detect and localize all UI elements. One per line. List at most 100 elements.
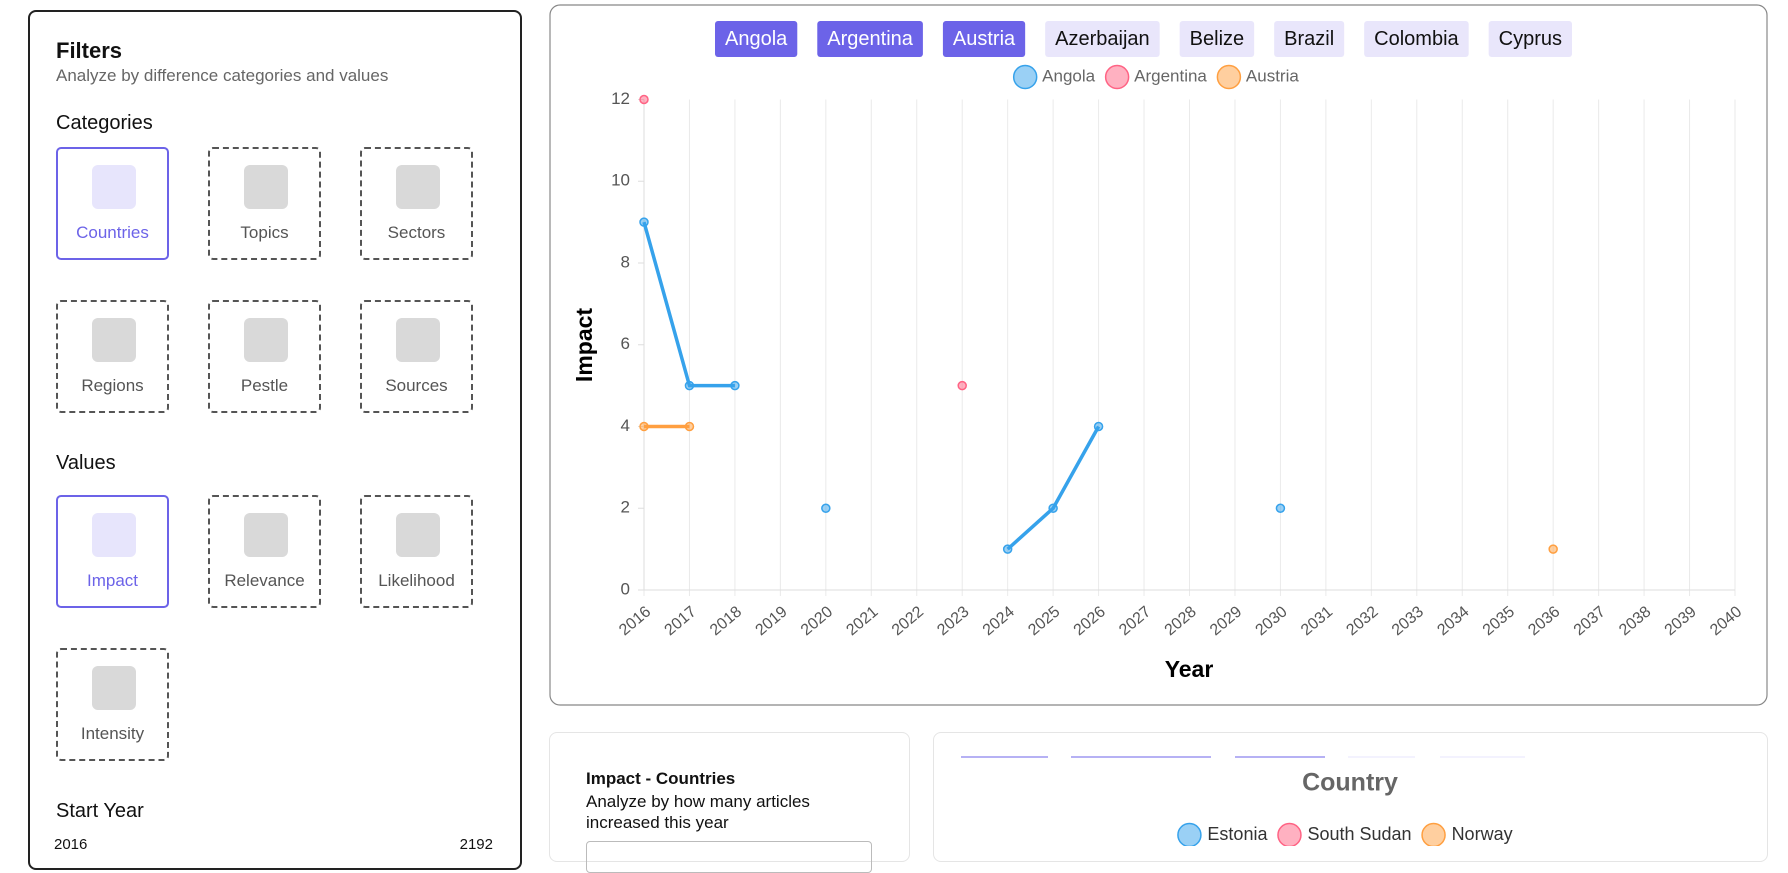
toggle-button[interactable]: Austria — [942, 21, 1026, 57]
data-point — [821, 503, 831, 513]
toggle-bg — [1488, 21, 1573, 57]
filter-tile[interactable]: Countries — [56, 147, 169, 260]
toggle-label: Angola — [725, 28, 788, 50]
tile-label: Intensity — [80, 724, 145, 743]
toggle-bg — [1179, 21, 1255, 57]
data-point — [684, 421, 695, 432]
toggle-label: Belize — [1190, 28, 1244, 50]
filter-tile[interactable]: Regions — [56, 300, 169, 413]
legend-swatch — [1421, 822, 1446, 846]
x-tick-label: 2039 — [1662, 603, 1700, 639]
card-subtitle: Analyze by how many articles increased t… — [586, 792, 810, 832]
legend-label: Estonia — [1207, 824, 1268, 844]
x-axis-title: Year — [1165, 656, 1214, 682]
toggle-button[interactable]: Azerbaijan — [1045, 21, 1160, 57]
toggle-button[interactable]: Brazil — [1274, 21, 1345, 57]
x-tick-label: 2017 — [662, 603, 700, 639]
x-tick-label: 2026 — [1071, 603, 1109, 639]
filter-tile[interactable]: Pestle — [208, 300, 321, 413]
tile-label: Pestle — [240, 376, 289, 395]
data-point — [1002, 544, 1013, 554]
impact-card: Impact - Countries Analyze by how many a… — [549, 732, 910, 873]
card-title: Impact - Countries — [586, 769, 736, 788]
x-tick-label: 2016 — [616, 603, 654, 639]
filter-tile[interactable]: Likelihood — [360, 495, 473, 608]
tile-icon — [92, 513, 136, 557]
x-tick-label: 2040 — [1707, 603, 1745, 639]
x-tick-label: 2035 — [1480, 603, 1518, 639]
tile-icon — [92, 666, 136, 710]
tile-label: Likelihood — [378, 571, 455, 590]
tile-icon — [244, 165, 288, 209]
legend-label: South Sudan — [1307, 824, 1411, 844]
section-label: Values — [56, 452, 116, 474]
tile-icon — [396, 513, 440, 557]
y-tick-label: 2 — [621, 498, 630, 517]
toggle-bg — [715, 21, 798, 57]
tile-label: Topics — [240, 223, 289, 242]
toggle-button[interactable]: Angola — [715, 21, 798, 57]
legend-swatch — [1104, 64, 1130, 90]
data-point — [639, 421, 649, 432]
toggle-label: Argentina — [827, 28, 913, 50]
y-tick-label: 10 — [611, 171, 630, 190]
panel-title: Filters — [56, 38, 123, 63]
data-point — [730, 380, 740, 391]
filter-tile[interactable]: Topics — [208, 147, 321, 260]
tile-label: Sectors — [387, 223, 446, 242]
x-tick-label: 2024 — [980, 603, 1018, 639]
y-tick-label: 6 — [621, 334, 630, 353]
toggle-button[interactable]: Argentina — [817, 21, 923, 57]
filter-tile[interactable]: Sources — [360, 300, 473, 413]
filter-tile[interactable]: Relevance — [208, 495, 321, 608]
data-point — [1275, 503, 1286, 513]
tile-icon — [92, 318, 136, 362]
tile-label: Sources — [385, 376, 448, 395]
x-tick-label: 2022 — [889, 603, 927, 639]
legend-label: Austria — [1246, 66, 1299, 85]
data-point — [1093, 421, 1104, 432]
x-tick-label: 2037 — [1571, 603, 1609, 639]
x-tick-label: 2020 — [798, 603, 836, 639]
x-tick-label: 2029 — [1207, 603, 1245, 639]
toggle-button[interactable]: Belize — [1179, 21, 1255, 57]
y-tick-label: 12 — [611, 89, 630, 108]
tile-label: Countries — [76, 223, 149, 242]
x-tick-label: 2025 — [1025, 603, 1063, 639]
toggle-button[interactable]: Colombia — [1364, 21, 1469, 57]
chart: Country Year Impact Angola Argentina Austr… — [549, 4, 1768, 846]
legend: Angola Argentina Austria — [1012, 64, 1299, 90]
x-tick-label: 2033 — [1389, 603, 1427, 639]
filter-tile[interactable]: Impact — [56, 495, 169, 608]
toggle-button[interactable]: Cyprus — [1488, 21, 1573, 57]
y-tick-label: 8 — [621, 252, 630, 271]
tile-icon — [92, 165, 136, 209]
toggle-label: Azerbaijan — [1055, 28, 1150, 50]
filter-tile[interactable]: Intensity — [56, 648, 169, 761]
legend-label: Angola — [1042, 66, 1095, 85]
x-tick-label: 2032 — [1343, 603, 1381, 639]
x-tick-label: 2018 — [707, 603, 745, 639]
filter-tile[interactable]: Sectors — [360, 147, 473, 260]
section-label: Start Year — [56, 800, 144, 822]
tile-icon — [396, 165, 440, 209]
toggle-label: Colombia — [1374, 28, 1459, 50]
data-point — [684, 380, 695, 391]
data-point — [1548, 544, 1558, 554]
x-tick-label: 2027 — [1116, 603, 1154, 639]
legend-label: Norway — [1452, 824, 1513, 844]
legend-swatch — [1177, 822, 1202, 846]
x-tick-label: 2034 — [1434, 603, 1472, 639]
x-tick-label: 2023 — [934, 603, 972, 639]
section-label: Categories — [56, 112, 153, 134]
legend-swatch — [1012, 64, 1038, 90]
country-chart-title: Country — [1302, 769, 1398, 797]
x-tick-label: 2021 — [843, 603, 881, 639]
y-axis-title: Impact — [571, 308, 597, 382]
panel-subtitle: Analyze by difference categories and val… — [56, 66, 389, 85]
toggle-bg — [942, 21, 1026, 57]
y-tick-label: 4 — [621, 416, 630, 435]
legend-swatch — [1277, 822, 1302, 846]
x-tick-label: 2030 — [1253, 603, 1291, 639]
legend-swatch — [1216, 64, 1242, 90]
